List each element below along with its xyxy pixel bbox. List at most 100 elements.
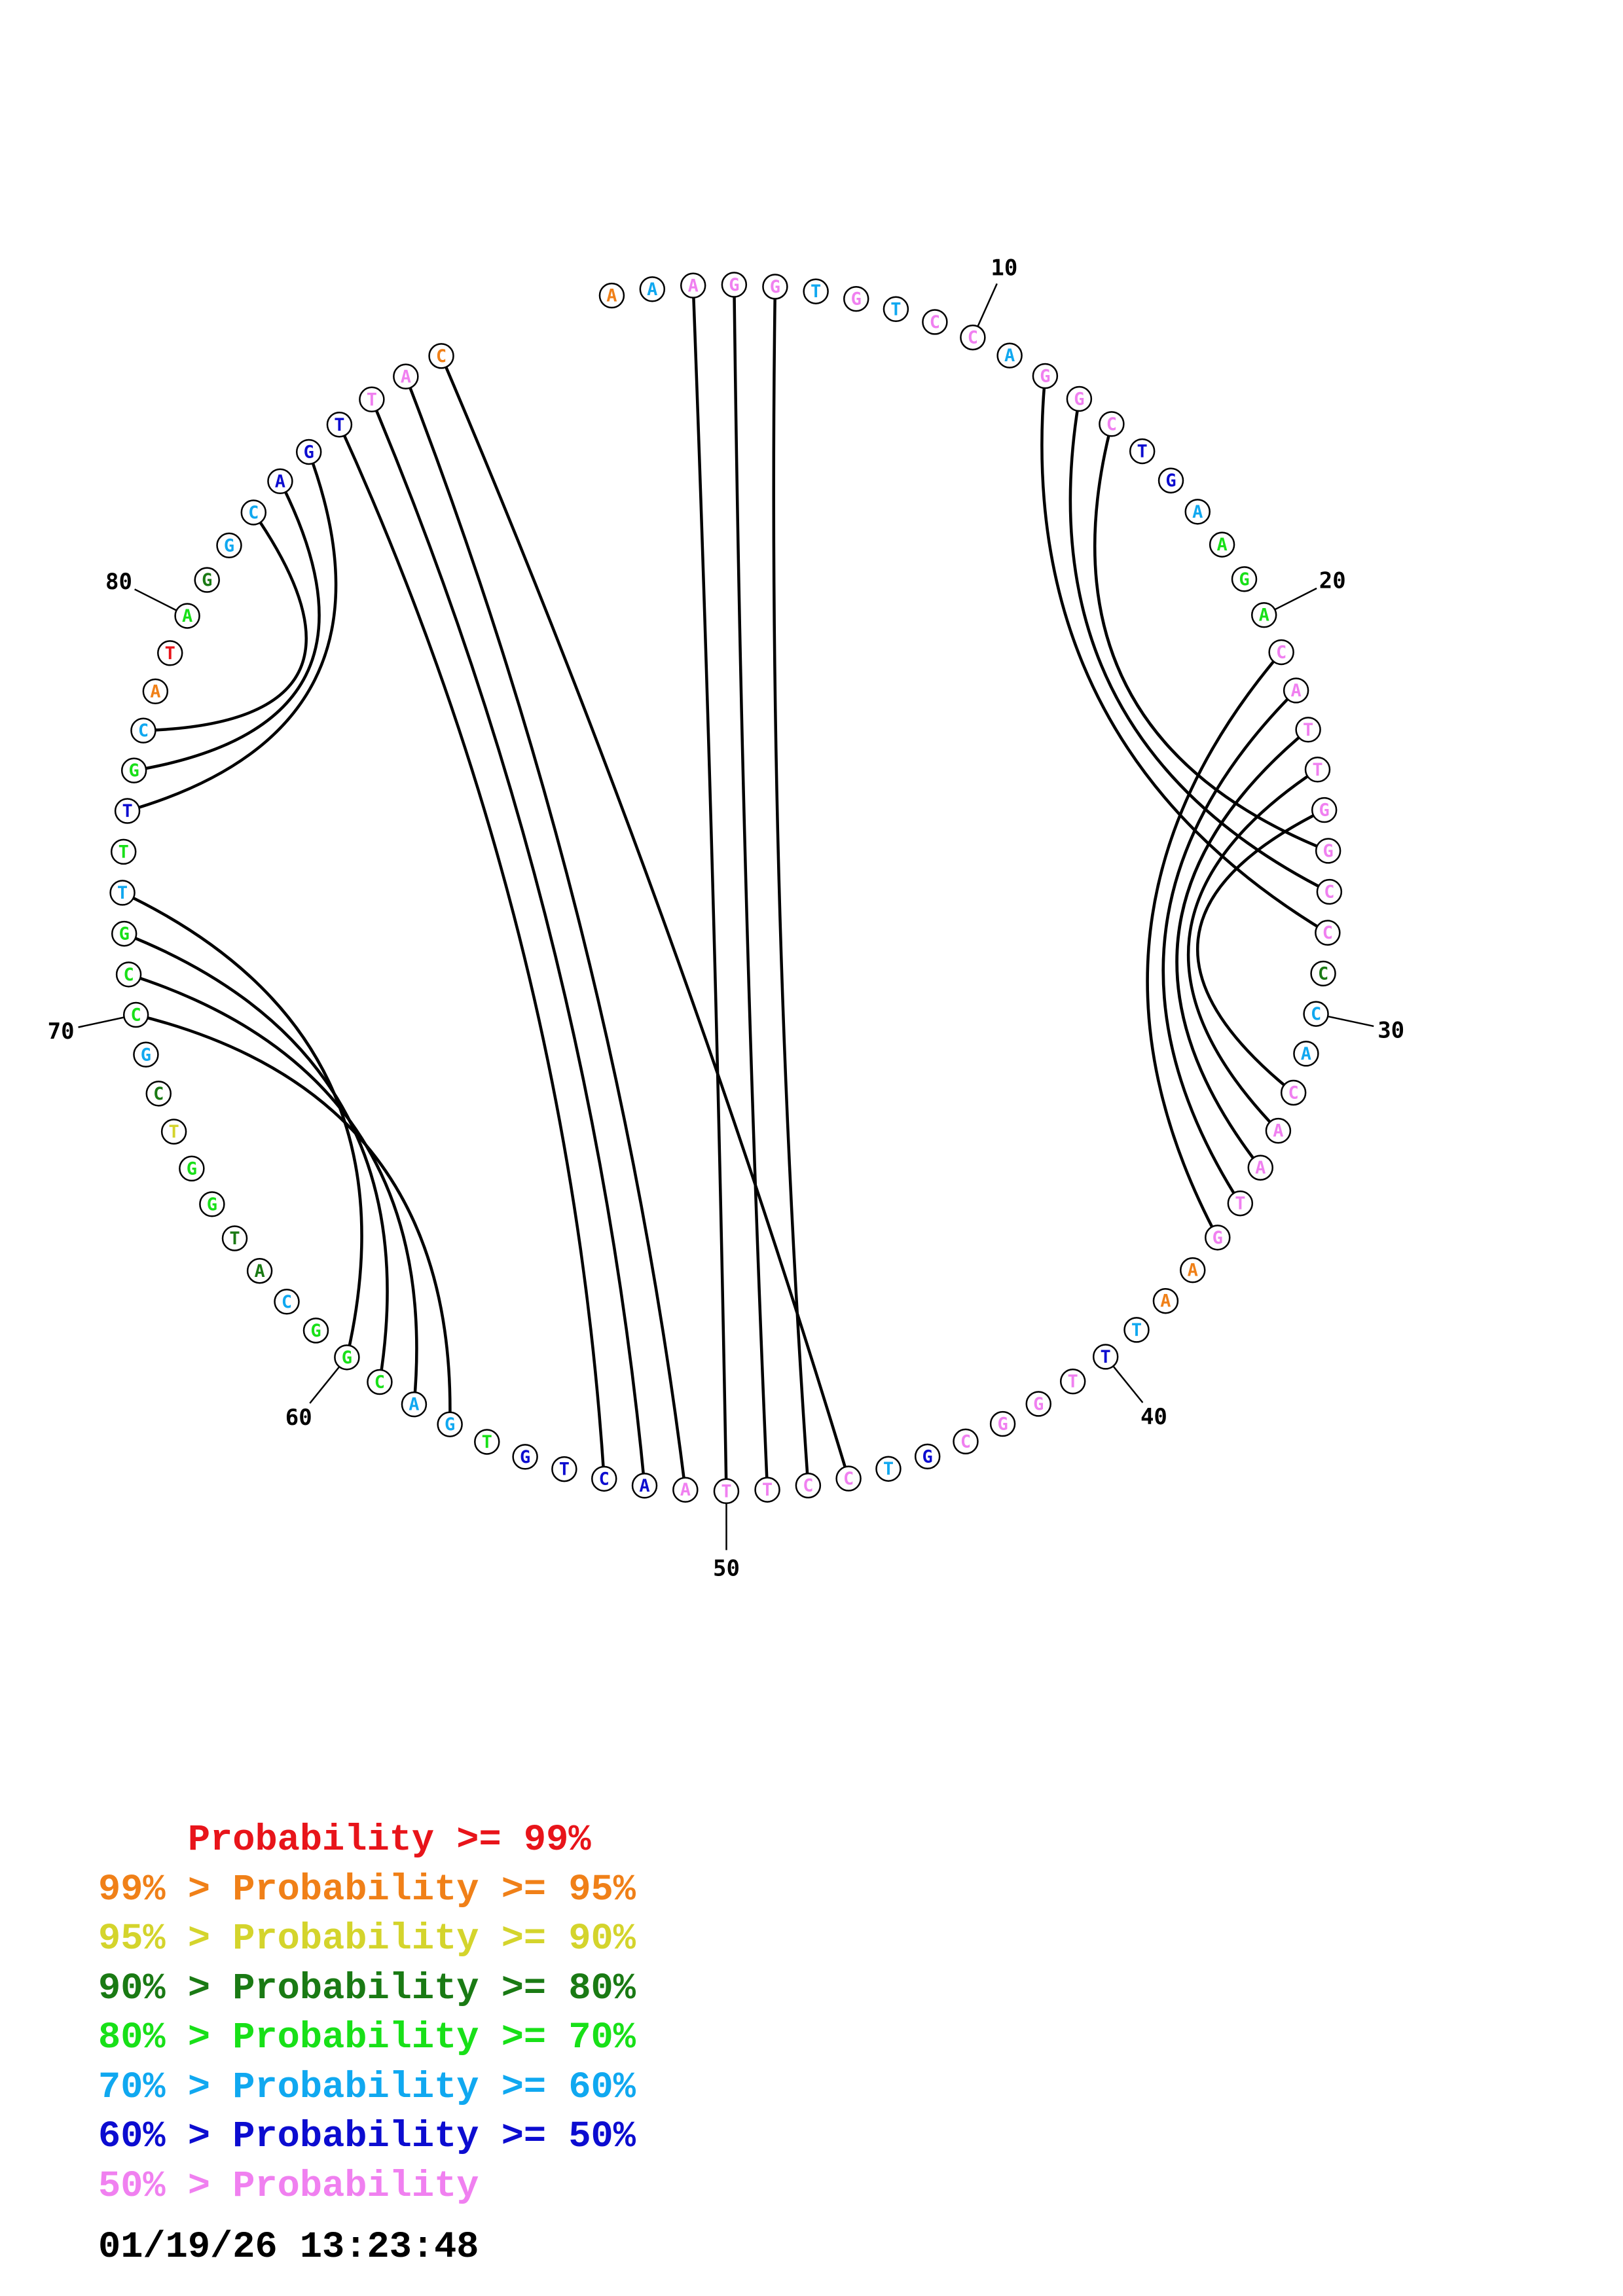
nucleotide-circle	[1092, 1344, 1119, 1370]
nucleotide-circle	[1184, 499, 1211, 525]
nucleotide: A	[598, 282, 625, 309]
nucleotide-circle	[1311, 797, 1338, 823]
nucleotide-circle	[1304, 757, 1331, 783]
legend-prefix: 80% >	[98, 2017, 233, 2059]
nucleotide: C	[1280, 1079, 1307, 1106]
nucleotide-circle	[591, 1465, 617, 1492]
nucleotide-letter: T	[482, 1432, 492, 1452]
nucleotide-circle	[334, 1344, 360, 1371]
nucleotide: C	[1310, 960, 1336, 987]
tick-label: 20	[1319, 568, 1346, 594]
base-pair-arcs	[122, 284, 1330, 1492]
nucleotide: A	[639, 276, 666, 302]
nucleotide-letter: G	[342, 1348, 352, 1368]
nucleotide-letter: C	[599, 1469, 610, 1489]
nucleotide-letter: T	[117, 883, 128, 903]
nucleotide-circle	[835, 1465, 862, 1492]
nucleotide: T	[713, 1478, 740, 1505]
nucleotide: C	[1099, 411, 1125, 437]
nucleotide-circle	[843, 285, 869, 312]
nucleotide-letter: G	[520, 1447, 530, 1467]
nucleotide-circle	[922, 309, 948, 335]
nucleotide-circle	[302, 1318, 329, 1344]
nucleotide-letter: A	[1160, 1291, 1171, 1312]
nucleotide: A	[1293, 1041, 1319, 1067]
nucleotide-circle	[1247, 1155, 1273, 1181]
nucleotide: C	[145, 1081, 172, 1107]
legend-threshold: >= 60%	[479, 2066, 636, 2109]
nucleotide: T	[1227, 1190, 1254, 1217]
nucleotide: A	[246, 1258, 273, 1284]
nucleotide-circle	[142, 678, 169, 705]
nucleotide: T	[474, 1429, 500, 1455]
nucleotide: T	[883, 296, 909, 322]
nucleotide-letter: G	[1165, 471, 1176, 491]
nucleotide-letter: T	[883, 1459, 894, 1479]
nucleotide-letter: T	[811, 281, 821, 302]
nucleotide-letter: T	[122, 801, 132, 821]
pair-arc	[136, 1013, 452, 1425]
nucleotide-letter: C	[1311, 1004, 1321, 1024]
legend-prefix: 99% >	[98, 1869, 233, 1911]
nucleotide: T	[1295, 717, 1321, 743]
legend-label: Probability	[232, 1918, 479, 1960]
nucleotide-letter: C	[123, 965, 134, 985]
nucleotide: A	[1209, 531, 1235, 558]
nucleotide: T	[1059, 1368, 1086, 1395]
nucleotide-letter: G	[997, 1414, 1008, 1435]
nucleotide: A	[1184, 499, 1211, 525]
nucleotide-letter: C	[374, 1372, 385, 1393]
legend-threshold: >= 50%	[479, 2116, 636, 2158]
nucleotide-letter: G	[1213, 1228, 1223, 1248]
pair-arc	[1040, 376, 1329, 935]
nucleotide-letter: G	[224, 535, 234, 556]
nucleotide-circle	[1295, 717, 1321, 743]
legend-label: Probability	[232, 2165, 479, 2208]
legend-row: Probability >= 99%	[98, 1816, 636, 1866]
nucleotide-circle	[359, 386, 385, 413]
nucleotide-circle	[114, 798, 141, 824]
pair-arc	[122, 891, 363, 1358]
pair-arc	[128, 973, 418, 1405]
legend-prefix	[98, 1820, 188, 1861]
nucleotide: A	[1152, 1287, 1179, 1314]
nucleotide: C	[922, 309, 948, 335]
nucleotide-circle	[160, 1119, 187, 1145]
nucleotide-circle	[754, 1477, 780, 1503]
nucleotide-letter: T	[334, 415, 344, 435]
nucleotide-circle	[1129, 438, 1156, 465]
legend-label: Probability	[232, 2017, 479, 2059]
nucleotide-circle	[721, 272, 748, 298]
nucleotide: T	[109, 880, 136, 906]
nucleotide: T	[110, 838, 137, 865]
nucleotide: T	[875, 1456, 902, 1482]
nucleotide-circle	[437, 1411, 463, 1437]
nucleotide-circle	[803, 278, 829, 304]
nucleotide: C	[274, 1289, 300, 1315]
nucleotide-letter: C	[843, 1469, 854, 1489]
nucleotide-letter: A	[409, 1395, 419, 1415]
nucleotide-letter: C	[968, 328, 978, 348]
nucleotide-letter: C	[1276, 642, 1286, 662]
nucleotide-letter: T	[559, 1460, 570, 1480]
legend-row: 60% > Probability >= 50%	[98, 2113, 636, 2162]
nucleotide: C	[1315, 920, 1341, 946]
nucleotide-letter: C	[282, 1292, 292, 1312]
nucleotide: G	[1032, 363, 1059, 389]
nucleotide-circle	[1059, 1368, 1086, 1395]
nucleotide-letter: G	[1033, 1394, 1044, 1414]
nucleotide-circle	[1310, 960, 1336, 987]
legend-threshold: >= 70%	[479, 2017, 636, 2059]
nucleotide-letter: G	[851, 289, 862, 310]
tick-line	[309, 1366, 340, 1404]
legend-row: 95% > Probability >= 90%	[98, 1915, 636, 1965]
nucleotide-ring: A A A G G T GTCCAGGCTGAAGACATTGGCCCCACAATGAATT…	[109, 272, 1343, 1505]
nucleotide-circle	[989, 1410, 1016, 1437]
nucleotide-circle	[130, 717, 156, 744]
nucleotide-letter: G	[129, 761, 139, 781]
nucleotide-letter: G	[202, 570, 212, 590]
nucleotide: A	[631, 1473, 658, 1499]
pair-arc	[1146, 651, 1283, 1238]
legend-prefix: 90% >	[98, 1967, 233, 2010]
nucleotide-circle	[762, 274, 788, 300]
